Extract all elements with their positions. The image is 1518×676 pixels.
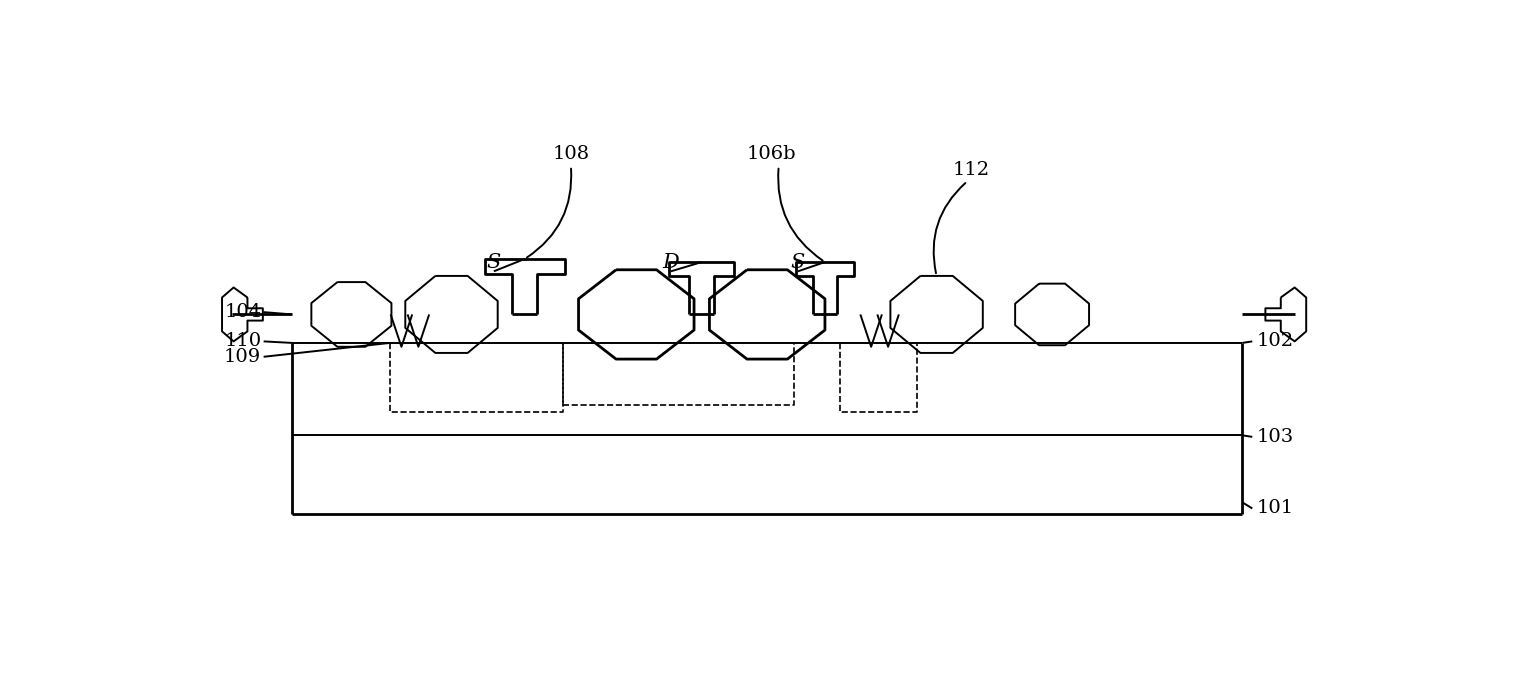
Text: 112: 112 [953, 161, 990, 178]
Text: 108: 108 [553, 145, 589, 164]
Text: S: S [791, 253, 805, 272]
Text: S: S [487, 253, 501, 272]
Text: 106b: 106b [747, 145, 795, 164]
Text: 101: 101 [1257, 500, 1293, 517]
Text: 104: 104 [225, 303, 261, 321]
Text: 110: 110 [225, 333, 261, 350]
Text: 109: 109 [225, 347, 261, 366]
Text: 103: 103 [1257, 428, 1293, 446]
Text: 102: 102 [1257, 333, 1293, 350]
Text: D: D [662, 253, 680, 272]
